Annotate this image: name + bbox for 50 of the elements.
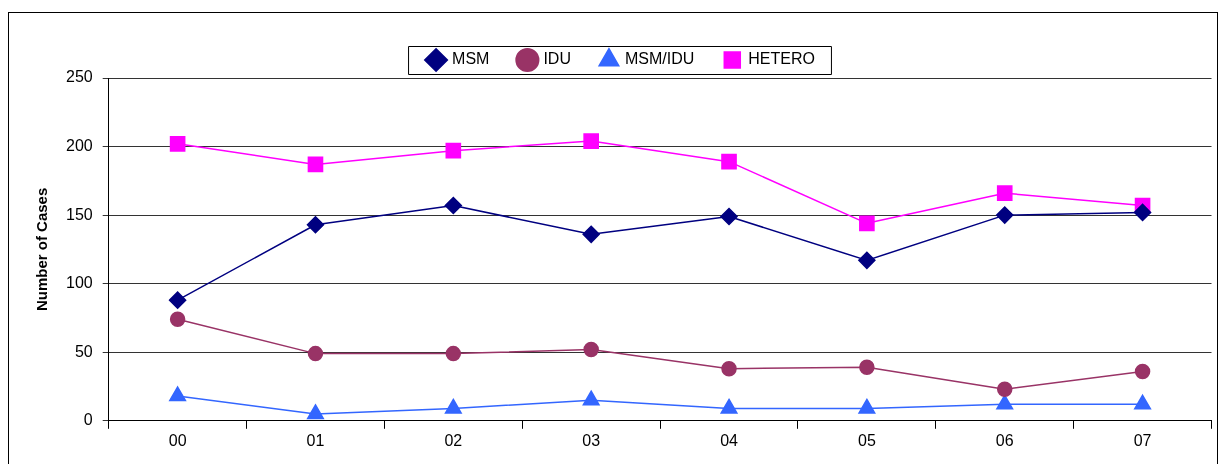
- x-tick-label: 03: [582, 431, 601, 449]
- point: [721, 153, 737, 170]
- point: [583, 341, 599, 358]
- point: [445, 142, 462, 159]
- point: [995, 206, 1014, 224]
- legend-label: IDU: [543, 50, 571, 68]
- point: [1133, 203, 1152, 222]
- y-tick-label: 150: [65, 205, 93, 223]
- x-tick-label: 05: [857, 431, 876, 449]
- point: [583, 133, 599, 149]
- x-tick-label: 00: [168, 431, 187, 449]
- point: [582, 390, 600, 406]
- y-tick-label: 250: [65, 68, 93, 86]
- x-tick-label: 04: [720, 431, 739, 449]
- point: [1134, 363, 1151, 380]
- point: [720, 398, 738, 414]
- point: [858, 251, 876, 270]
- point: [721, 360, 737, 377]
- point: [444, 196, 463, 215]
- point: [169, 386, 187, 402]
- y-tick-label: 100: [65, 274, 93, 292]
- point: [444, 398, 462, 414]
- legend-label: HETERO: [748, 50, 815, 68]
- y-tick-label: 50: [74, 342, 93, 360]
- point: [996, 394, 1014, 410]
- x-tick-label: 02: [444, 431, 463, 449]
- point: [168, 291, 187, 309]
- point: [307, 345, 324, 362]
- x-tick-label: 06: [995, 431, 1014, 449]
- x-tick-label: 01: [306, 431, 325, 449]
- point: [582, 225, 600, 244]
- point: [858, 398, 876, 414]
- y-tick-label: 200: [65, 136, 93, 154]
- point: [1134, 394, 1152, 410]
- point: [720, 207, 738, 226]
- legend-label: MSM/IDU: [624, 50, 695, 68]
- x-tick-label: 07: [1133, 431, 1152, 449]
- point: [445, 345, 462, 362]
- point: [169, 311, 186, 328]
- point: [859, 359, 875, 376]
- point: [859, 215, 875, 232]
- point: [996, 185, 1013, 201]
- y-axis-title: Number of Cases: [33, 187, 51, 312]
- point: [996, 381, 1013, 398]
- point: [306, 404, 325, 420]
- legend-label: MSM: [452, 50, 490, 68]
- point: [306, 215, 325, 234]
- point: [169, 136, 186, 152]
- y-tick-label: 0: [83, 411, 93, 429]
- point: [307, 156, 324, 173]
